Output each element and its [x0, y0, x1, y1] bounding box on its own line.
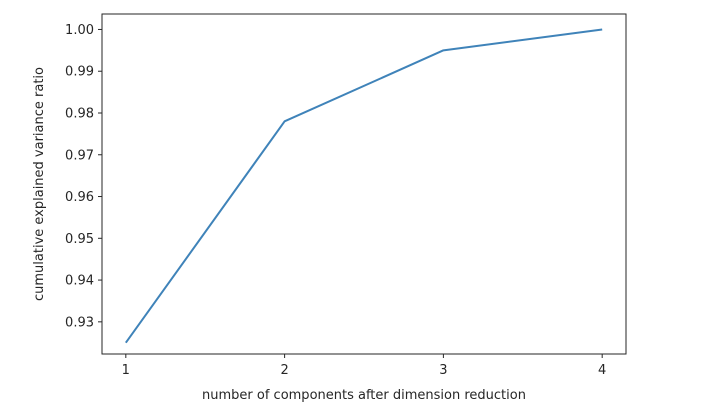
series-points [125, 29, 603, 343]
x-tick-label: 4 [598, 363, 606, 378]
x-axis-label: number of components after dimension red… [202, 388, 526, 403]
y-axis-label: cumulative explained variance ratio [32, 67, 47, 301]
x-tick-label: 3 [439, 363, 447, 378]
x-tick-label: 1 [122, 363, 130, 378]
y-tick-label: 0.97 [65, 148, 94, 163]
y-tick-label: 0.94 [65, 274, 94, 289]
y-tick-label: 0.93 [65, 315, 94, 330]
y-tick-label: 0.95 [65, 232, 94, 247]
x-axis-ticks: 1 2 3 4 [122, 354, 606, 378]
y-tick-label: 0.96 [65, 190, 94, 205]
y-tick-label: 1.00 [65, 23, 94, 38]
y-tick-label: 0.98 [65, 106, 94, 121]
x-tick-label: 2 [280, 363, 288, 378]
series-line [125, 28, 603, 344]
plot-area [102, 14, 626, 354]
plot-frame [101, 13, 627, 355]
y-axis-ticks: 0.93 0.94 0.95 0.96 0.97 0.98 0.99 1.00 [65, 23, 102, 330]
y-tick-label: 0.99 [65, 65, 94, 80]
